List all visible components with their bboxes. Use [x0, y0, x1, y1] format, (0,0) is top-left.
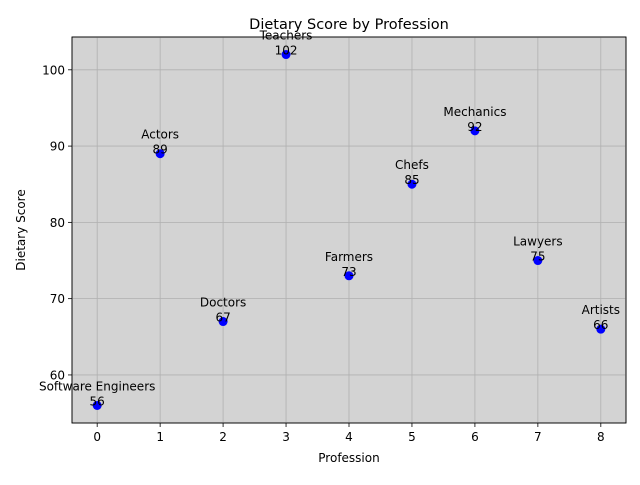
point-value-label: 73	[341, 265, 356, 279]
point-name-label: Teachers	[259, 29, 313, 43]
grid-lines	[72, 37, 626, 423]
x-tick-label: 7	[534, 430, 542, 444]
y-tick-label: 100	[42, 63, 65, 77]
point-value-label: 66	[593, 318, 608, 332]
point-value-label: 102	[275, 44, 298, 58]
data-point	[92, 400, 102, 410]
point-value-label: 67	[215, 311, 230, 325]
plot-frame	[71, 36, 627, 424]
point-name-label: Artists	[582, 303, 620, 317]
point-value-label: 89	[152, 143, 167, 157]
point-name-label: Chefs	[395, 158, 429, 172]
point-name-label: Software Engineers	[39, 379, 155, 393]
x-tick-label: 2	[219, 430, 227, 444]
x-tick-label: 5	[408, 430, 416, 444]
y-tick-label: 90	[50, 140, 65, 154]
data-point	[155, 149, 165, 159]
point-value-label: 85	[404, 173, 419, 187]
data-point	[470, 126, 480, 136]
y-tick-label: 70	[50, 292, 65, 306]
y-axis-label: Dietary Score	[14, 189, 28, 270]
x-tick-label: 4	[345, 430, 353, 444]
data-point	[218, 317, 228, 327]
x-tick-label: 6	[471, 430, 479, 444]
x-tick-label: 8	[597, 430, 605, 444]
x-axis-label: Profession	[318, 451, 379, 465]
x-tick-label: 0	[93, 430, 101, 444]
data-point	[344, 271, 354, 281]
point-value-label: 92	[467, 120, 482, 134]
point-name-label: Lawyers	[513, 235, 563, 249]
point-name-label: Doctors	[200, 296, 246, 310]
y-tick-label: 80	[50, 216, 65, 230]
x-tick-label: 3	[282, 430, 290, 444]
point-value-label: 75	[530, 250, 545, 264]
data-point	[407, 179, 417, 189]
data-points	[92, 50, 606, 410]
data-point	[281, 50, 291, 60]
point-value-label: 56	[90, 394, 105, 408]
point-name-label: Farmers	[325, 250, 373, 264]
data-point	[533, 256, 543, 266]
data-point	[596, 324, 606, 334]
chart-title: Dietary Score by Profession	[249, 17, 449, 33]
x-tick-label: 1	[156, 430, 164, 444]
point-name-label: Mechanics	[443, 105, 506, 119]
y-tick-label: 60	[50, 368, 65, 382]
point-name-label: Actors	[141, 128, 179, 142]
